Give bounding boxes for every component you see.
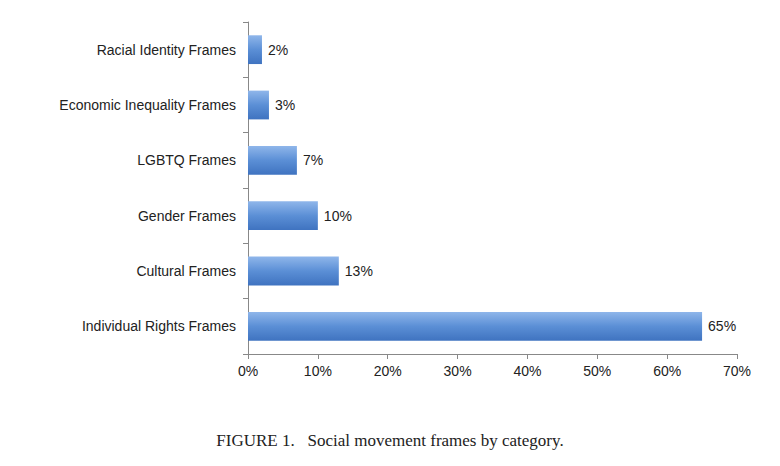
svg-text:7%: 7% [303,152,323,168]
svg-text:20%: 20% [374,363,402,379]
svg-text:2%: 2% [268,42,288,58]
svg-text:10%: 10% [324,208,352,224]
svg-text:50%: 50% [583,363,611,379]
svg-text:60%: 60% [653,363,681,379]
svg-text:Cultural Frames: Cultural Frames [136,263,236,279]
svg-text:FIGURE 1. Social movement fr: FIGURE 1. Social movement frames by cate… [216,431,563,450]
svg-text:Economic Inequality Frames: Economic Inequality Frames [59,97,236,113]
svg-text:Racial Identity Frames: Racial Identity Frames [97,42,236,58]
svg-text:65%: 65% [708,318,736,334]
svg-text:3%: 3% [275,97,295,113]
svg-text:30%: 30% [444,363,472,379]
svg-text:40%: 40% [513,363,541,379]
svg-text:10%: 10% [304,363,332,379]
svg-text:Gender Frames: Gender Frames [138,208,236,224]
svg-text:70%: 70% [723,363,751,379]
svg-text:13%: 13% [345,263,373,279]
svg-text:LGBTQ Frames: LGBTQ Frames [137,152,236,168]
svg-text:0%: 0% [238,363,258,379]
svg-text:Individual Rights Frames: Individual Rights Frames [82,318,236,334]
